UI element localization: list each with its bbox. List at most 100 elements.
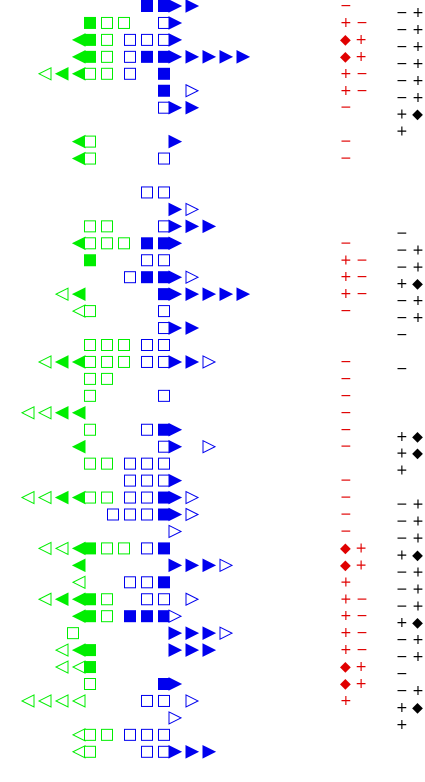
green-square-open	[101, 457, 113, 470]
green-left-triangle	[54, 490, 69, 505]
black-sign: − +	[396, 5, 424, 21]
red-sign: ◆ +	[340, 659, 367, 675]
green-square-open	[101, 16, 113, 29]
blue-right-triangle	[185, 0, 200, 13]
green-left-triangle-open	[37, 405, 52, 420]
blue-square-open	[158, 457, 170, 470]
green-square-open	[84, 372, 96, 385]
green-square-open	[84, 237, 96, 250]
green-square-open	[101, 67, 113, 80]
blue-right-triangle	[168, 0, 183, 13]
green-square-open	[101, 220, 113, 233]
green-left-triangle-open	[37, 592, 52, 607]
blue-square-open	[158, 322, 170, 335]
blue-square	[158, 508, 170, 521]
black-sign: + ◆	[396, 107, 423, 123]
blue-square	[158, 288, 170, 301]
blue-right-triangle-open	[185, 270, 200, 285]
blue-right-triangle	[202, 219, 217, 234]
blue-square-open	[141, 694, 153, 707]
green-left-triangle	[71, 592, 86, 607]
black-sign: + ◆	[396, 446, 423, 462]
blue-right-triangle	[168, 473, 183, 488]
blue-square	[158, 542, 170, 555]
blue-square-open	[158, 355, 170, 368]
blue-right-triangle-open	[168, 524, 183, 539]
blue-right-triangle-open	[168, 609, 183, 624]
blue-right-triangle-open	[185, 83, 200, 98]
blue-right-triangle	[236, 287, 251, 301]
red-sign: + −	[340, 591, 368, 607]
black-sign: − +	[396, 310, 424, 326]
green-left-triangle-open	[20, 490, 35, 505]
blue-square-open	[141, 491, 153, 504]
green-square	[84, 16, 96, 29]
green-square-open	[84, 457, 96, 470]
black-sign: + ◆	[396, 276, 423, 292]
blue-right-triangle	[236, 50, 251, 64]
green-left-triangle-open	[20, 694, 35, 708]
blue-right-triangle	[168, 202, 183, 217]
blue-right-triangle	[168, 355, 183, 369]
green-square	[84, 542, 96, 555]
green-square	[84, 50, 96, 63]
red-sign: + −	[340, 66, 368, 82]
blue-square	[141, 50, 153, 63]
blue-square-open	[141, 745, 153, 758]
black-sign: +	[396, 717, 408, 733]
blue-right-triangle	[168, 134, 183, 149]
blue-right-triangle	[185, 558, 200, 573]
black-sign: − +	[396, 22, 424, 38]
black-sign: − +	[396, 39, 424, 55]
blue-square-open	[141, 457, 153, 470]
blue-right-triangle	[168, 287, 183, 301]
blue-right-triangle	[202, 643, 217, 657]
blue-square-open	[158, 728, 170, 741]
green-square-open	[101, 542, 113, 555]
blue-square	[158, 491, 170, 504]
red-sign: −	[340, 405, 352, 421]
green-square-open	[118, 339, 130, 351]
blue-right-triangle	[168, 270, 183, 285]
red-sign: −	[340, 371, 352, 387]
blue-right-triangle-open	[168, 711, 183, 725]
red-sign: −	[340, 0, 352, 14]
blue-right-triangle	[185, 287, 200, 301]
blue-right-triangle	[202, 50, 217, 64]
blue-square	[158, 678, 170, 690]
blue-right-triangle	[219, 287, 234, 301]
blue-right-triangle	[202, 558, 217, 573]
black-sign: − +	[396, 293, 424, 309]
blue-right-triangle	[168, 422, 183, 437]
blue-square-open	[141, 474, 153, 487]
green-left-triangle-open	[54, 643, 69, 657]
red-sign: −	[340, 354, 352, 370]
green-square-open	[84, 305, 96, 318]
green-square-open	[101, 372, 113, 385]
blue-right-triangle	[168, 439, 183, 454]
blue-square-open	[158, 440, 170, 453]
red-sign: −	[340, 151, 352, 167]
black-sign: + ◆	[396, 429, 423, 445]
blue-right-triangle	[185, 321, 200, 335]
red-sign: + −	[340, 252, 368, 268]
green-square-open	[101, 355, 113, 368]
green-left-triangle-open	[54, 694, 69, 708]
blue-square-open	[158, 33, 170, 46]
blue-right-triangle	[168, 219, 183, 234]
black-sign: − +	[396, 497, 424, 513]
blue-right-triangle	[168, 490, 183, 505]
red-sign: −	[340, 235, 352, 251]
green-square-open	[84, 423, 96, 436]
green-left-triangle-open	[37, 541, 52, 556]
blue-square	[141, 237, 153, 250]
blue-right-triangle	[202, 287, 217, 301]
blue-square-open	[158, 152, 170, 165]
black-sign: + ◆	[396, 547, 423, 563]
blue-right-triangle-open	[185, 490, 200, 505]
blue-right-triangle	[185, 100, 200, 115]
green-left-triangle	[71, 609, 86, 624]
blue-right-triangle	[168, 744, 183, 759]
green-left-triangle-open	[71, 744, 86, 759]
blue-square-open	[158, 339, 170, 351]
